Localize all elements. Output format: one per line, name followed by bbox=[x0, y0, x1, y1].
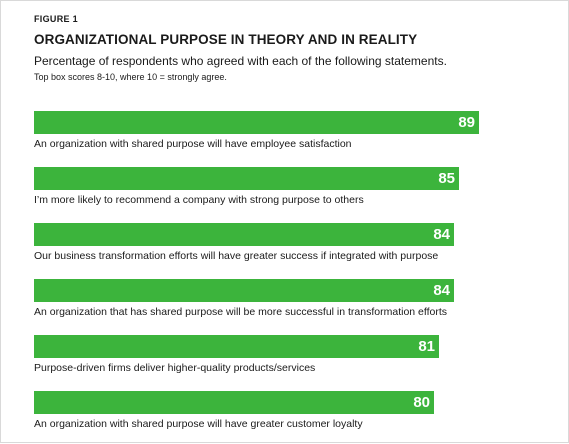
bar-value-label: 84 bbox=[433, 226, 450, 243]
bar-5: 81 bbox=[34, 335, 439, 358]
bar-6: 80 bbox=[34, 391, 434, 414]
bar-1: 89 bbox=[34, 111, 479, 134]
chart-note: Top box scores 8-10, where 10 = strongly… bbox=[34, 72, 227, 82]
bar-value-label: 81 bbox=[418, 338, 435, 355]
category-label: Our business transformation efforts will… bbox=[34, 250, 439, 262]
figure-label: FIGURE 1 bbox=[34, 14, 78, 24]
category-label: An organization that has shared purpose … bbox=[34, 306, 448, 318]
bar-value-label: 85 bbox=[438, 170, 455, 187]
bar-4: 84 bbox=[34, 279, 454, 302]
bar-value-label: 80 bbox=[413, 394, 430, 411]
category-label: An organization with shared purpose will… bbox=[34, 138, 352, 150]
bar-2: 85 bbox=[34, 167, 459, 190]
chart-subtitle: Percentage of respondents who agreed wit… bbox=[34, 54, 447, 68]
bar-value-label: 89 bbox=[458, 114, 475, 131]
category-label: Purpose-driven firms deliver higher-qual… bbox=[34, 362, 316, 374]
category-label: An organization with shared purpose will… bbox=[34, 418, 363, 430]
bar-value-label: 84 bbox=[433, 282, 450, 299]
chart-title: ORGANIZATIONAL PURPOSE IN THEORY AND IN … bbox=[34, 32, 418, 47]
category-label: I’m more likely to recommend a company w… bbox=[34, 194, 364, 206]
bar-3: 84 bbox=[34, 223, 454, 246]
